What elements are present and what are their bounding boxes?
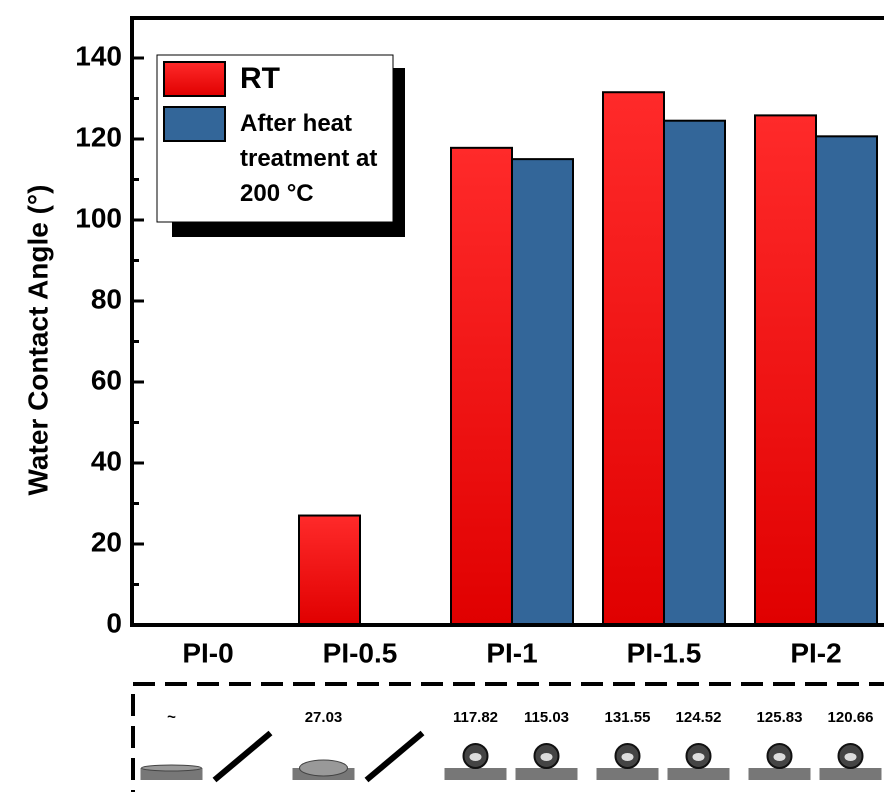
y-tick-label: 0 xyxy=(106,607,122,638)
y-tick-label: 80 xyxy=(91,283,122,314)
highlight xyxy=(621,753,634,761)
highlight xyxy=(692,753,705,761)
slash xyxy=(212,730,273,783)
y-axis-label: Water Contact Angle (°) xyxy=(22,185,53,496)
bar xyxy=(815,135,878,626)
y-tick-label: 60 xyxy=(91,364,122,395)
y-tick-label: 120 xyxy=(75,121,122,152)
highlight xyxy=(540,753,553,761)
data-label: 125.83 xyxy=(757,709,803,726)
droplet-image xyxy=(444,743,507,780)
data-label: ~ xyxy=(167,709,176,726)
bar xyxy=(511,158,574,626)
bar xyxy=(754,114,817,627)
legend-label: RT xyxy=(240,62,280,95)
substrate xyxy=(596,768,659,780)
substrate xyxy=(515,768,578,780)
substrate xyxy=(444,768,507,780)
droplet-image xyxy=(212,730,273,783)
highlight xyxy=(844,753,857,761)
x-tick-label: PI-0 xyxy=(182,637,233,668)
data-label: 120.66 xyxy=(828,709,874,726)
x-tick-label: PI-2 xyxy=(790,637,841,668)
droplet-image xyxy=(819,743,882,780)
bar xyxy=(450,146,513,626)
bar xyxy=(663,119,726,626)
droplet-image xyxy=(364,730,425,783)
highlight xyxy=(773,753,786,761)
substrate xyxy=(748,768,811,780)
data-label: 117.82 xyxy=(453,709,498,726)
droplet-image xyxy=(140,764,203,780)
droplet xyxy=(299,759,348,777)
droplet-image xyxy=(667,743,730,780)
image-panel xyxy=(131,682,884,792)
legend-swatch xyxy=(163,61,226,97)
substrate xyxy=(819,768,882,780)
y-tick-label: 20 xyxy=(91,526,122,557)
data-label: 115.03 xyxy=(524,709,569,726)
x-tick-label: PI-0.5 xyxy=(323,637,398,668)
slash xyxy=(364,730,425,783)
droplet-image xyxy=(292,759,355,780)
bar xyxy=(298,514,361,626)
x-tick-label: PI-1.5 xyxy=(627,637,702,668)
droplet-image xyxy=(748,743,811,780)
x-tick-label: PI-1 xyxy=(486,637,537,668)
droplet-image xyxy=(515,743,578,780)
legend-swatch xyxy=(163,106,226,142)
data-label: 131.55 xyxy=(605,709,651,726)
droplet xyxy=(141,764,202,772)
data-label: 124.52 xyxy=(676,709,722,726)
bar xyxy=(602,91,665,627)
legend-label: After heat treatment at 200 °C xyxy=(240,110,378,207)
y-tick-label: 140 xyxy=(75,40,122,71)
droplet-image xyxy=(596,743,659,780)
data-label: 27.03 xyxy=(305,709,343,726)
y-tick-label: 40 xyxy=(91,445,122,476)
highlight xyxy=(469,753,482,761)
substrate xyxy=(667,768,730,780)
y-tick-label: 100 xyxy=(75,202,122,233)
